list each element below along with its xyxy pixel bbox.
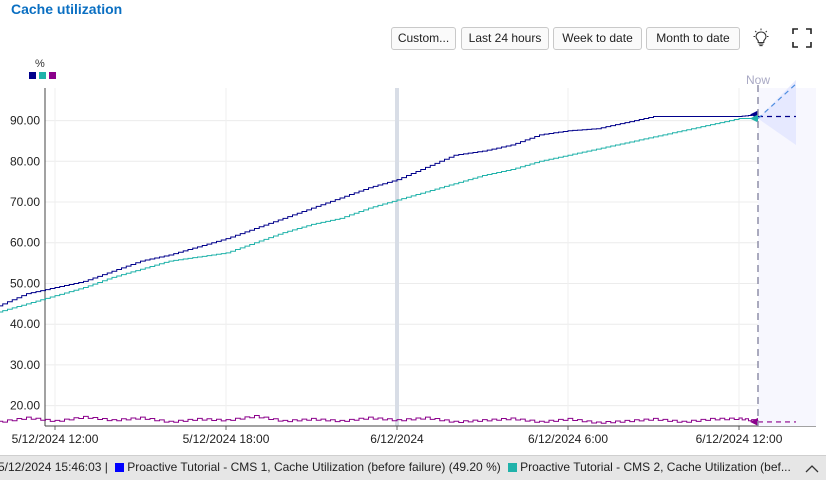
y-unit-label: % (35, 58, 45, 70)
status-legend-2[interactable]: Proactive Tutorial - CMS 2, Cache Utiliz… (520, 460, 791, 474)
x-tick-label: 5/12/2024 18:00 (183, 432, 270, 446)
forecast-band (758, 79, 796, 146)
y-tick-label: 20.00 (10, 399, 40, 413)
chevron-up-icon[interactable] (804, 461, 820, 475)
y-tick-label: 60.00 (10, 236, 40, 250)
legend-swatch-series-3[interactable] (49, 72, 56, 79)
x-tick-label: 5/12/2024 12:00 (12, 432, 99, 446)
series-line-3[interactable] (0, 415, 759, 424)
y-tick-label: 90.00 (10, 114, 40, 128)
status-timestamp: 5/12/2024 15:46:03 (0, 460, 102, 474)
series-line-1[interactable] (0, 114, 759, 324)
status-separator: | (104, 460, 108, 474)
legend-swatch-series-2[interactable] (39, 72, 46, 79)
page-title: Cache utilization (11, 1, 123, 17)
x-tick-label: 6/12/2024 (370, 432, 424, 446)
y-tick-label: 50.00 (10, 276, 40, 290)
month-to-date-button[interactable]: Month to date (646, 27, 740, 50)
fullscreen-icon[interactable] (791, 27, 813, 49)
series-marker-2 (750, 114, 758, 123)
series-line-2[interactable] (0, 118, 758, 319)
x-tick-label: 6/12/2024 12:00 (696, 432, 783, 446)
day-separator (395, 88, 399, 426)
y-tick-label: 30.00 (10, 358, 40, 372)
now-label: Now (746, 73, 770, 87)
y-tick-label: 70.00 (10, 195, 40, 209)
week-to-date-button[interactable]: Week to date (553, 27, 642, 50)
y-tick-label: 80.00 (10, 154, 40, 168)
forecast-region (758, 88, 816, 426)
last-24-hours-button[interactable]: Last 24 hours (461, 27, 549, 50)
chart-area[interactable]: 20.00 30.00 40.00 50.00 60.00 70.00 80.00 90.00… (0, 0, 826, 455)
x-tick-label: 6/12/2024 6:00 (528, 432, 608, 446)
y-tick-label: 40.00 (10, 317, 40, 331)
custom-range-button[interactable]: Custom... (391, 27, 456, 50)
series-marker-3 (750, 417, 758, 426)
status-legend-swatch-2 (508, 463, 518, 472)
status-legend-swatch-1 (115, 463, 125, 472)
status-bar: 5/12/2024 15:46:03 | Proactive Tutorial … (0, 455, 826, 480)
lightbulb-icon[interactable] (750, 27, 772, 49)
status-legend-1[interactable]: Proactive Tutorial - CMS 1, Cache Utiliz… (127, 460, 501, 474)
legend-swatch-series-1[interactable] (29, 72, 36, 79)
